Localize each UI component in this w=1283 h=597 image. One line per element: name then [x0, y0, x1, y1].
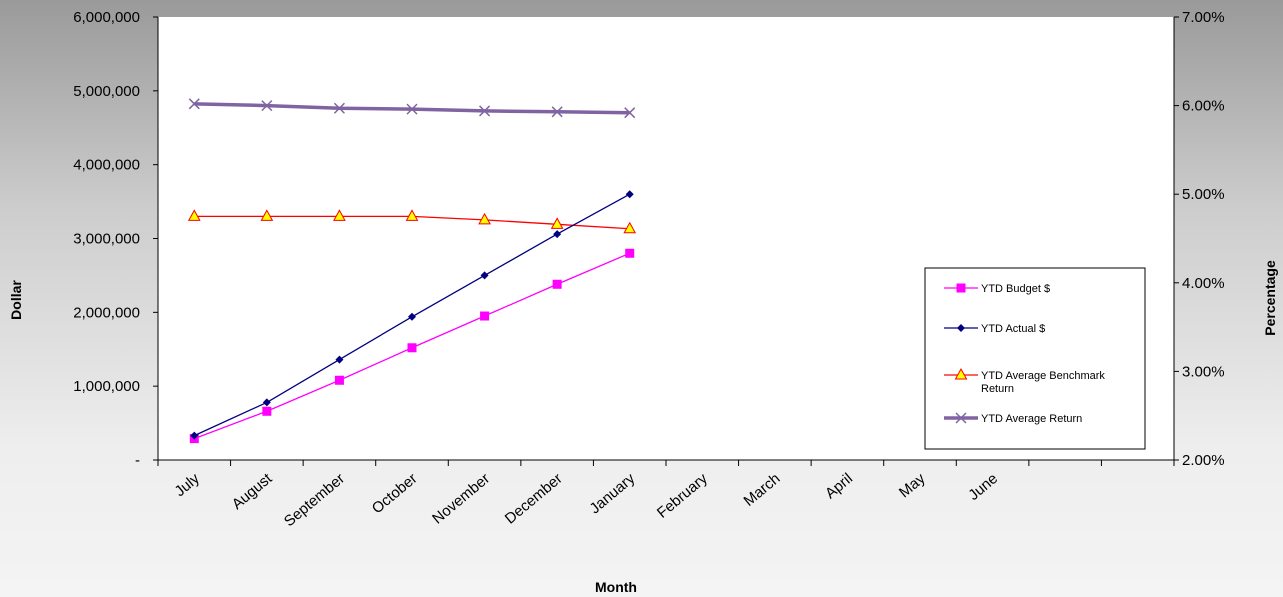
- benchmark-marker: [954, 367, 968, 380]
- actual-marker: [335, 355, 344, 364]
- average-return-marker: [188, 98, 200, 110]
- x-tick-label: March: [741, 470, 784, 510]
- right-y-tick-label: 5.00%: [1182, 186, 1225, 203]
- average-return-marker: [406, 103, 418, 115]
- x-tick-label: September: [281, 470, 348, 530]
- budget-marker: [552, 279, 562, 289]
- average-return-marker: [261, 100, 273, 112]
- right-y-tick-label: 7.00%: [1182, 9, 1225, 26]
- left-y-tick-label: 3,000,000: [73, 231, 140, 248]
- right-y-tick-label: 6.00%: [1182, 98, 1225, 115]
- legend-label-line: YTD Average Benchmark: [981, 370, 1105, 382]
- actual-marker: [408, 312, 416, 321]
- benchmark-marker: [260, 209, 274, 221]
- left-y-tick-label: 1,000,000: [73, 378, 140, 395]
- x-tick-label: January: [586, 470, 638, 518]
- right-y-tick-label: 2.00%: [1182, 452, 1225, 469]
- left-y-axis-title: Dollar: [8, 280, 24, 320]
- benchmark-marker: [405, 209, 419, 221]
- x-tick-label: August: [229, 470, 276, 514]
- x-tick-label: October: [369, 470, 421, 517]
- series-layer: [187, 98, 637, 444]
- right-y-tick-label: 4.00%: [1182, 275, 1225, 292]
- actual-marker: [957, 324, 965, 332]
- average-return-marker: [551, 106, 563, 118]
- budget-marker: [956, 283, 966, 293]
- average-return-marker: [624, 107, 636, 119]
- average-return-marker: [333, 102, 345, 114]
- left-y-tick-label: 6,000,000: [73, 9, 140, 26]
- actual-marker: [625, 190, 634, 199]
- benchmark-marker: [550, 217, 564, 229]
- actual-marker: [190, 431, 199, 440]
- average-return-marker: [955, 412, 967, 424]
- budget-marker: [625, 248, 635, 258]
- right-y-axis-title: Percentage: [1262, 260, 1278, 336]
- legend-label-line: YTD Actual $: [981, 323, 1045, 335]
- legend: YTD Budget $ YTD Actual $ YTD Average Benc…: [924, 267, 1146, 450]
- legend-label: YTD Budget $: [981, 283, 1050, 295]
- average-return-marker: [479, 105, 491, 117]
- right-y-tick-label: 3.00%: [1182, 363, 1225, 380]
- legend-label-line: Return: [981, 383, 1014, 395]
- left-y-tick-label: 5,000,000: [73, 83, 140, 100]
- legend-label: YTD Average Benchmark Return: [981, 370, 1105, 395]
- legend-label-line: YTD Budget $: [981, 283, 1050, 295]
- benchmark-marker: [333, 209, 346, 221]
- budget-marker: [334, 375, 344, 385]
- legend-label-line: YTD Average Return: [981, 413, 1082, 425]
- actual-marker: [262, 398, 271, 407]
- budget-marker: [262, 406, 272, 416]
- x-tick-label: April: [822, 470, 856, 502]
- x-tick-label: February: [654, 470, 711, 522]
- benchmark-marker: [623, 221, 637, 234]
- x-tick-label: November: [429, 470, 493, 528]
- actual-marker: [553, 230, 562, 239]
- actual-marker: [480, 271, 489, 280]
- benchmark-marker: [187, 209, 201, 221]
- x-tick-label: June: [965, 470, 1001, 504]
- legend-label: YTD Average Return: [981, 413, 1082, 425]
- x-tick-label: December: [502, 470, 566, 528]
- x-axis-title: Month: [595, 579, 637, 595]
- x-tick-label: July: [171, 470, 203, 500]
- x-tick-label: May: [896, 470, 929, 502]
- benchmark-marker: [478, 212, 491, 225]
- budget-marker: [407, 343, 417, 353]
- left-y-tick-label: 2,000,000: [73, 304, 140, 321]
- left-y-tick-label: 4,000,000: [73, 157, 140, 174]
- budget-marker: [480, 311, 490, 321]
- legend-label: YTD Actual $: [981, 323, 1045, 335]
- left-y-tick-label: -: [135, 452, 140, 469]
